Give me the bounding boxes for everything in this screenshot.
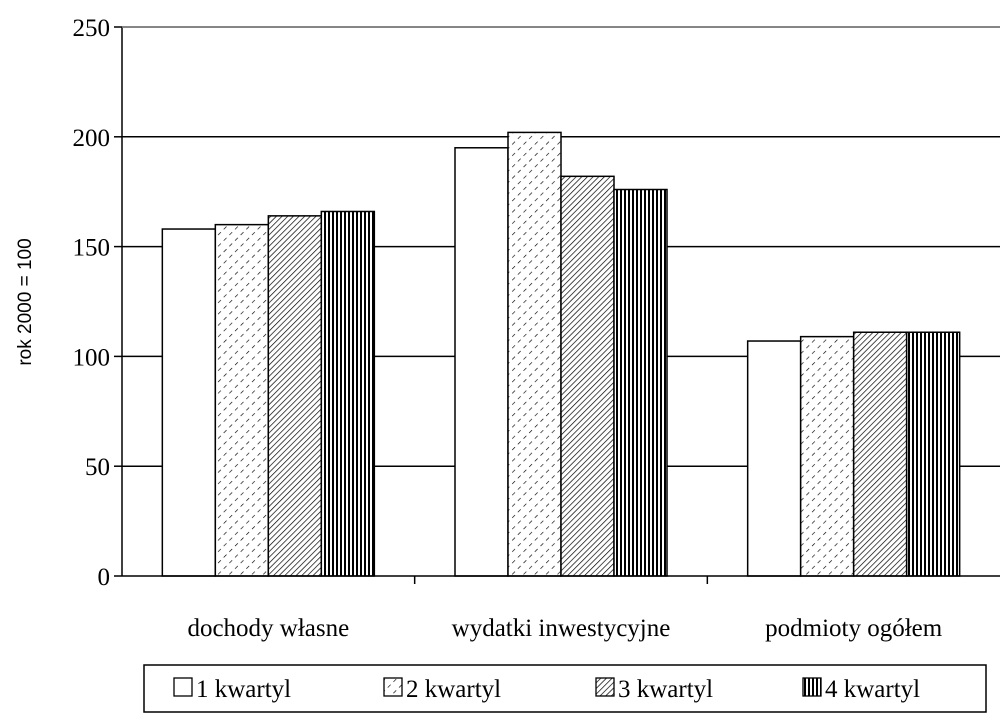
y-tick-label: 0 (98, 564, 111, 591)
bar (161, 228, 217, 577)
x-tick-label: dochody własne (187, 615, 349, 642)
legend-swatch (802, 677, 822, 697)
legend-label: 1 kwartyl (196, 676, 291, 703)
bar (507, 131, 562, 577)
bar (613, 188, 668, 577)
legend: 1 kwartyl 2 kwartyl 3 kwartyl 4 kwartyl (143, 664, 987, 713)
y-tick-label: 100 (73, 344, 111, 371)
y-tick-label: 250 (73, 15, 111, 42)
legend-swatch (595, 677, 615, 697)
bar (454, 147, 509, 577)
bar (267, 215, 323, 577)
legend-swatch (173, 677, 193, 697)
legend-box (143, 664, 987, 713)
bar (905, 331, 961, 577)
bars (161, 131, 961, 577)
bar (320, 210, 376, 577)
y-tick-label: 200 (73, 125, 111, 152)
legend-label: 3 kwartyl (618, 676, 713, 703)
y-tick-label: 150 (73, 235, 111, 262)
legend-label: 4 kwartyl (825, 676, 920, 703)
legend-swatch (383, 677, 403, 697)
bar (214, 223, 270, 577)
bar (799, 335, 855, 577)
x-tick-label: wydatki inwestycyjne (452, 615, 671, 642)
bar (746, 340, 802, 577)
bar (560, 175, 615, 577)
x-tick-label: podmioty ogółem (765, 615, 943, 642)
legend-label: 2 kwartyl (406, 676, 501, 703)
axes (114, 26, 1000, 584)
y-axis-label: rok 2000 = 100 (15, 238, 36, 365)
y-tick-label: 50 (85, 454, 110, 481)
bar (852, 331, 908, 577)
tick-labels: 0 50 100 150 200 250 dochody własne wydatki inw… (73, 15, 943, 642)
